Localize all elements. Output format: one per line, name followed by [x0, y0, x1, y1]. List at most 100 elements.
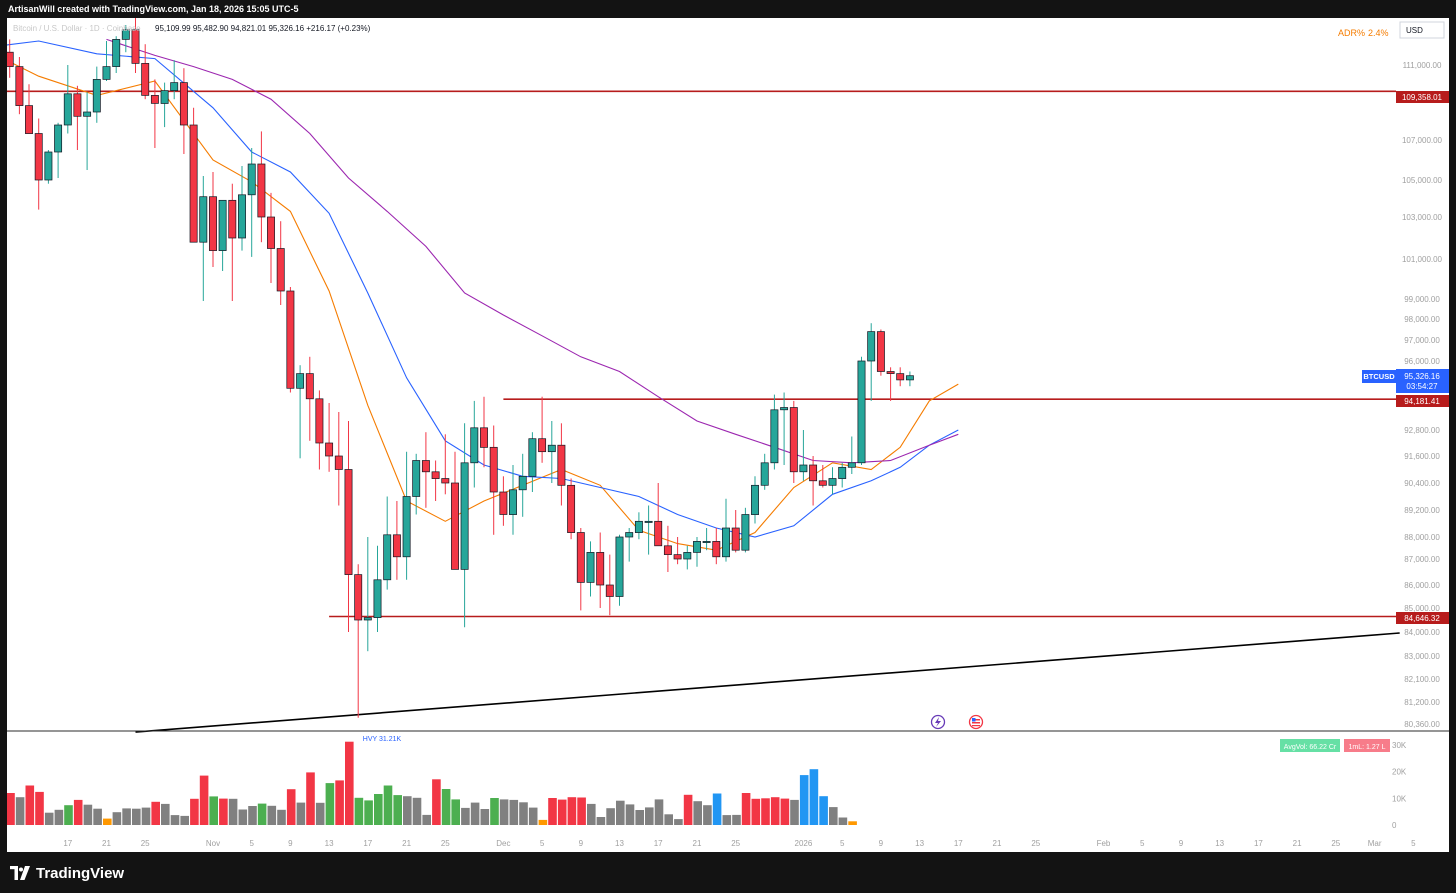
candle[interactable]: [625, 528, 634, 562]
candle[interactable]: [760, 453, 769, 490]
volume-bar[interactable]: [441, 789, 451, 825]
volume-bar[interactable]: [809, 769, 819, 825]
volume-bar[interactable]: [838, 817, 848, 826]
candle[interactable]: [596, 532, 605, 609]
candle[interactable]: [857, 356, 866, 465]
candle[interactable]: [654, 483, 663, 547]
volume-bar[interactable]: [519, 802, 528, 825]
volume-bar[interactable]: [587, 803, 596, 825]
volume-bar[interactable]: [277, 809, 286, 825]
candle[interactable]: [296, 365, 305, 459]
candle[interactable]: [247, 148, 256, 257]
volume-bar[interactable]: [683, 794, 693, 825]
candle[interactable]: [112, 36, 121, 73]
economic-event-icon[interactable]: [930, 714, 946, 730]
volume-bar[interactable]: [228, 798, 238, 825]
candle[interactable]: [83, 92, 92, 170]
candle[interactable]: [334, 412, 343, 506]
currency-box[interactable]: [1399, 21, 1445, 39]
volume-bar[interactable]: [374, 794, 383, 825]
volume-bar[interactable]: [364, 800, 373, 825]
candle[interactable]: [189, 107, 198, 243]
volume-bar[interactable]: [693, 801, 702, 825]
volume-bar[interactable]: [557, 799, 567, 825]
volume-bar[interactable]: [141, 807, 151, 825]
candle[interactable]: [751, 476, 759, 524]
candle[interactable]: [867, 323, 876, 401]
volume-bar[interactable]: [741, 793, 751, 825]
volume-bar[interactable]: [548, 798, 557, 825]
candle[interactable]: [838, 462, 847, 488]
volume-bar[interactable]: [267, 805, 277, 825]
candle[interactable]: [731, 510, 740, 553]
volume-bar[interactable]: [354, 797, 364, 825]
candle[interactable]: [712, 528, 721, 565]
candle[interactable]: [586, 541, 595, 597]
candle[interactable]: [576, 528, 585, 611]
volume-bar[interactable]: [645, 807, 654, 825]
candle[interactable]: [818, 465, 827, 488]
volume-bar[interactable]: [848, 821, 857, 825]
candle[interactable]: [392, 501, 401, 580]
candle[interactable]: [702, 528, 711, 551]
candle[interactable]: [373, 545, 382, 632]
volume-bar[interactable]: [112, 812, 122, 825]
volume-bar[interactable]: [306, 772, 315, 825]
volume-bar[interactable]: [335, 780, 344, 825]
candle[interactable]: [199, 176, 208, 301]
volume-bar[interactable]: [480, 809, 490, 825]
volume-bar[interactable]: [383, 785, 393, 826]
candle[interactable]: [722, 498, 730, 562]
volume-bar[interactable]: [54, 809, 64, 825]
candle[interactable]: [634, 512, 643, 540]
candle[interactable]: [644, 505, 653, 555]
candle[interactable]: [905, 371, 914, 387]
candle[interactable]: [34, 118, 43, 210]
volume-bar[interactable]: [451, 799, 460, 825]
volume-bar[interactable]: [393, 795, 402, 825]
chart-panel[interactable]: 111,000.00109,000.00107,000.00105,000.00…: [7, 18, 1449, 852]
volume-bar[interactable]: [35, 791, 44, 825]
volume-bar[interactable]: [422, 814, 431, 825]
candle[interactable]: [470, 400, 479, 488]
volume-bar[interactable]: [616, 800, 625, 825]
volume-bar[interactable]: [151, 801, 160, 825]
volume-bar[interactable]: [461, 807, 470, 825]
volume-bar[interactable]: [103, 818, 112, 825]
candle[interactable]: [63, 65, 72, 134]
volume-bar[interactable]: [132, 808, 141, 825]
candle[interactable]: [615, 534, 624, 606]
candle[interactable]: [886, 367, 895, 401]
volume-bar[interactable]: [654, 799, 664, 825]
candle[interactable]: [431, 460, 440, 502]
candle[interactable]: [557, 423, 566, 506]
candle[interactable]: [276, 221, 285, 305]
volume-bar[interactable]: [470, 802, 480, 825]
candle[interactable]: [305, 356, 314, 441]
candle[interactable]: [286, 287, 295, 393]
volume-bar[interactable]: [499, 799, 509, 825]
candle[interactable]: [44, 150, 53, 184]
candle[interactable]: [131, 18, 140, 73]
volume-bar[interactable]: [122, 808, 131, 825]
volume-bar[interactable]: [712, 793, 722, 826]
volume-bar[interactable]: [780, 798, 790, 825]
volume-bar[interactable]: [219, 798, 228, 825]
volume-bar[interactable]: [199, 775, 209, 825]
candle[interactable]: [799, 430, 808, 481]
candle[interactable]: [170, 60, 179, 100]
candle[interactable]: [383, 496, 392, 590]
candle[interactable]: [141, 44, 150, 100]
candle[interactable]: [547, 421, 556, 483]
volume-bar[interactable]: [412, 797, 422, 825]
volume-bar[interactable]: [490, 798, 499, 825]
candle[interactable]: [257, 131, 266, 243]
volume-bar[interactable]: [7, 793, 15, 825]
trendline[interactable]: [135, 632, 1400, 733]
volume-bar[interactable]: [345, 741, 354, 825]
candle[interactable]: [509, 465, 517, 535]
volume-bar[interactable]: [596, 817, 606, 825]
volume-bar[interactable]: [286, 789, 296, 825]
volume-bar[interactable]: [664, 814, 673, 825]
volume-bar[interactable]: [25, 785, 35, 826]
